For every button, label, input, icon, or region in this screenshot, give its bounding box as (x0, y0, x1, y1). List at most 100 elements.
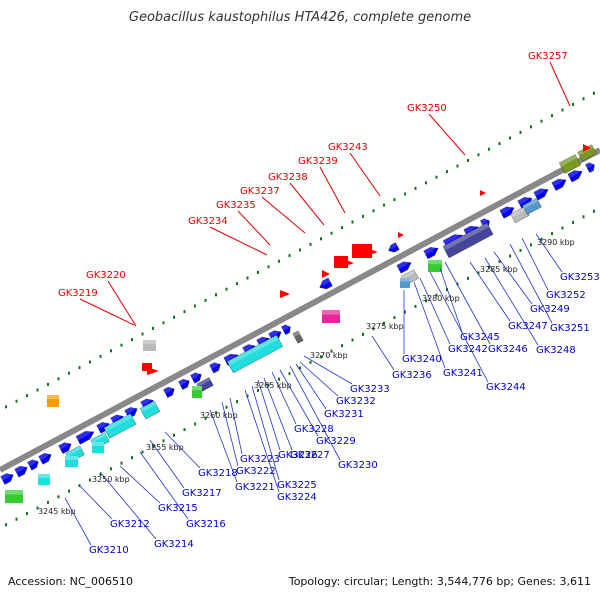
bottom-gene-label: GK3248 (536, 345, 576, 356)
red-feature (322, 270, 330, 278)
tick-mark (120, 461, 123, 465)
tick-mark (57, 377, 60, 381)
tick-mark (57, 495, 60, 499)
tick-mark (393, 316, 396, 320)
tick-mark (414, 304, 417, 308)
bottom-gene-label: GK3217 (182, 488, 222, 499)
bottom-gene-label: GK3244 (486, 382, 526, 393)
tick-mark (26, 394, 28, 398)
tick-mark (162, 321, 165, 325)
tick-mark (477, 271, 480, 275)
label-line (164, 431, 201, 469)
tick-mark (383, 203, 385, 207)
label-line (349, 152, 381, 197)
forward-gene (551, 178, 567, 191)
tick-mark (204, 298, 207, 302)
tick-mark (110, 467, 112, 471)
steel-gene (400, 278, 410, 288)
tick-mark (425, 299, 427, 303)
tick-mark (540, 119, 543, 123)
tick-mark (215, 411, 217, 415)
bottom-gene-label: GK3247 (508, 321, 548, 332)
top-gene-label: GK3237 (240, 186, 280, 197)
forward-gene (533, 187, 549, 201)
tick-mark (477, 153, 480, 157)
cyan-gene (139, 400, 161, 420)
tick-mark (467, 276, 469, 280)
forward-gene (190, 372, 202, 384)
cyan-gene (92, 442, 104, 453)
tick-mark (141, 450, 144, 454)
label-line (413, 281, 446, 369)
label-line (319, 166, 346, 214)
tick-mark (509, 254, 511, 258)
label-line (549, 61, 571, 107)
genome-stats: Topology: circular; Length: 3,544,776 bp… (288, 575, 591, 588)
tick-mark (593, 91, 595, 95)
label-line (469, 261, 511, 322)
tick-mark (288, 372, 291, 376)
bottom-gene-label: GK3223 (240, 454, 280, 465)
label-line (484, 257, 539, 346)
label-line (244, 389, 280, 493)
bottom-gene-labels: GK3210 GK3212 GK3214 GK3215 GK3216 GK3217 GK32… (89, 272, 600, 556)
tick-mark (47, 500, 49, 504)
tick-mark (257, 388, 259, 392)
forward-gene (585, 162, 595, 173)
tick-mark (288, 254, 291, 258)
label-line (229, 397, 243, 455)
tick-mark (15, 517, 18, 521)
forward-gene (178, 378, 190, 390)
tick-mark (414, 186, 417, 190)
tick-mark (435, 175, 438, 179)
bottom-gene-label: GK3221 (235, 482, 275, 493)
label-line (509, 243, 553, 324)
tick-mark (362, 332, 364, 336)
bottom-gene-label: GK3252 (546, 290, 586, 301)
tick-mark (99, 354, 102, 358)
magenta-gene (322, 310, 340, 323)
tick-mark (267, 383, 270, 387)
bottom-gene-label: GK3231 (324, 409, 364, 420)
tick-mark (267, 265, 270, 269)
top-gene-label: GK3257 (528, 51, 568, 62)
red-feature (398, 232, 404, 238)
tick-mark (372, 209, 375, 213)
label-line (439, 267, 463, 333)
label-lines (64, 61, 571, 546)
label-line (521, 237, 549, 291)
top-gene-label: GK3219 (58, 288, 98, 299)
tick-mark (236, 282, 238, 286)
tick-mark (68, 489, 70, 493)
forward-gene (281, 324, 291, 335)
label-line (271, 371, 297, 425)
scale-label: 3260 kbp (200, 411, 238, 420)
cyan-gene (227, 334, 283, 374)
bottom-gene-label: GK3225 (277, 480, 317, 491)
tick-mark (194, 422, 196, 426)
label-line (299, 361, 339, 397)
label-line (279, 369, 319, 437)
bottom-gene-label: GK3218 (198, 468, 238, 479)
tick-mark (89, 478, 91, 482)
tick-mark (404, 310, 406, 314)
tick-mark (225, 405, 228, 409)
red-feature (334, 256, 348, 268)
bottom-gene-label: GK3216 (186, 519, 226, 530)
genome-backbone (0, 147, 600, 473)
bottom-gene-label: GK3229 (316, 436, 356, 447)
tick-mark (498, 260, 501, 264)
tick-mark (467, 158, 469, 162)
forward-gene (209, 362, 221, 374)
tick-marks (5, 91, 595, 527)
tick-mark (383, 321, 385, 325)
label-line (221, 401, 239, 467)
top-gene-label: GK3238 (268, 172, 308, 183)
bottom-gene-label: GK3230 (338, 460, 378, 471)
tick-mark (519, 130, 522, 134)
bottom-gene-label: GK3227 (290, 450, 330, 461)
bottom-gene-label: GK3249 (530, 304, 570, 315)
bottom-gene-label: GK3215 (158, 503, 198, 514)
tick-mark (120, 343, 123, 347)
top-gene-label: GK3239 (298, 156, 338, 167)
